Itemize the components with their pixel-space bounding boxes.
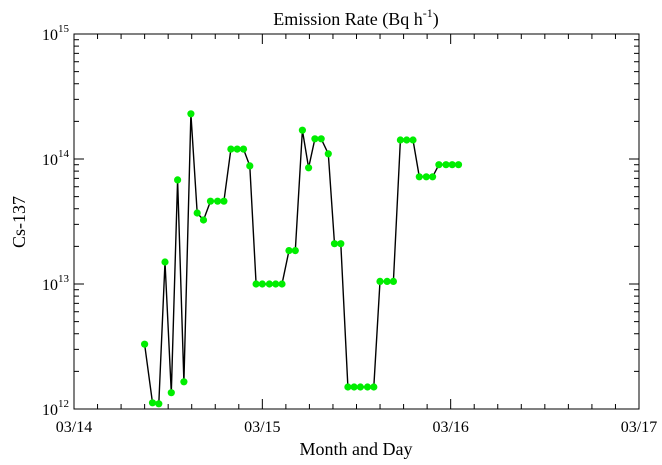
y-tick-base: 10: [42, 402, 58, 419]
x-tick-label: 03/17: [621, 419, 657, 436]
data-point: [317, 135, 325, 143]
data-point: [227, 145, 235, 153]
data-point: [220, 197, 228, 205]
data-point: [167, 389, 175, 397]
data-point: [298, 126, 306, 134]
data-point: [396, 136, 404, 144]
chart-title: Emission Rate (Bq h-1): [273, 6, 439, 30]
data-point: [311, 135, 319, 143]
y-axis-label: Cs-137: [9, 196, 29, 248]
y-tick-exponent: 15: [58, 23, 70, 35]
x-tick-label: 03/14: [56, 419, 92, 436]
series-group: [141, 110, 463, 408]
data-point: [285, 247, 293, 255]
data-point: [356, 383, 364, 391]
chart-title-suffix: ): [433, 9, 439, 30]
data-point: [148, 399, 157, 407]
y-tick-exponent: 13: [58, 273, 70, 285]
data-point: [383, 277, 391, 285]
data-point: [187, 110, 195, 118]
data-point: [161, 258, 169, 266]
data-point: [155, 400, 163, 408]
data-point: [214, 197, 222, 205]
data-point: [258, 280, 266, 288]
data-point: [324, 150, 332, 158]
x-tick-label: 03/16: [432, 419, 468, 436]
x-axis-tick-labels: 03/14 03/15 03/16 03/17: [56, 419, 657, 436]
data-point: [363, 383, 372, 391]
series-line: [143, 113, 459, 405]
data-point: [344, 383, 352, 391]
data-point: [233, 145, 241, 153]
data-point: [174, 176, 182, 184]
data-point: [252, 280, 260, 288]
y-tick-label: 1015: [42, 23, 70, 44]
data-point: [239, 145, 248, 153]
data-point: [337, 240, 345, 248]
data-point: [199, 216, 208, 224]
data-point: [448, 161, 456, 169]
y-tick-label: 1013: [42, 273, 70, 294]
chart-title-main: Emission Rate (Bq h: [273, 9, 423, 30]
data-point: [403, 136, 411, 144]
data-point: [278, 280, 286, 288]
x-tick-label: 03/15: [244, 419, 280, 436]
data-point: [409, 136, 417, 144]
y-tick-exponent: 14: [58, 148, 70, 160]
data-point: [435, 161, 443, 169]
data-point: [305, 164, 313, 172]
data-point: [415, 173, 423, 181]
data-point: [422, 173, 430, 181]
plot-frame: [73, 33, 640, 410]
data-point: [272, 280, 280, 288]
data-point: [330, 240, 339, 248]
data-point: [429, 173, 437, 181]
x-axis-label: Month and Day: [300, 439, 413, 459]
data-point: [291, 247, 299, 255]
data-point: [141, 340, 149, 348]
y-tick-base: 10: [42, 27, 58, 44]
data-point: [370, 383, 378, 391]
y-tick-base: 10: [42, 152, 58, 169]
x-axis-ticks: [73, 34, 640, 409]
data-point: [193, 209, 201, 217]
y-tick-exponent: 12: [58, 398, 69, 410]
y-tick-label: 1014: [42, 148, 70, 169]
chart-title-superscript: -1: [423, 6, 433, 20]
y-tick-base: 10: [42, 277, 58, 294]
y-axis-ticks: [74, 33, 639, 410]
data-point: [454, 161, 463, 169]
data-point: [246, 162, 254, 170]
data-point: [442, 161, 450, 169]
data-point: [206, 197, 215, 205]
y-tick-label: 1012: [42, 398, 69, 419]
data-point: [180, 378, 188, 386]
data-point: [389, 277, 397, 285]
data-point: [350, 383, 358, 391]
data-point: [265, 280, 273, 288]
data-point: [376, 277, 384, 285]
